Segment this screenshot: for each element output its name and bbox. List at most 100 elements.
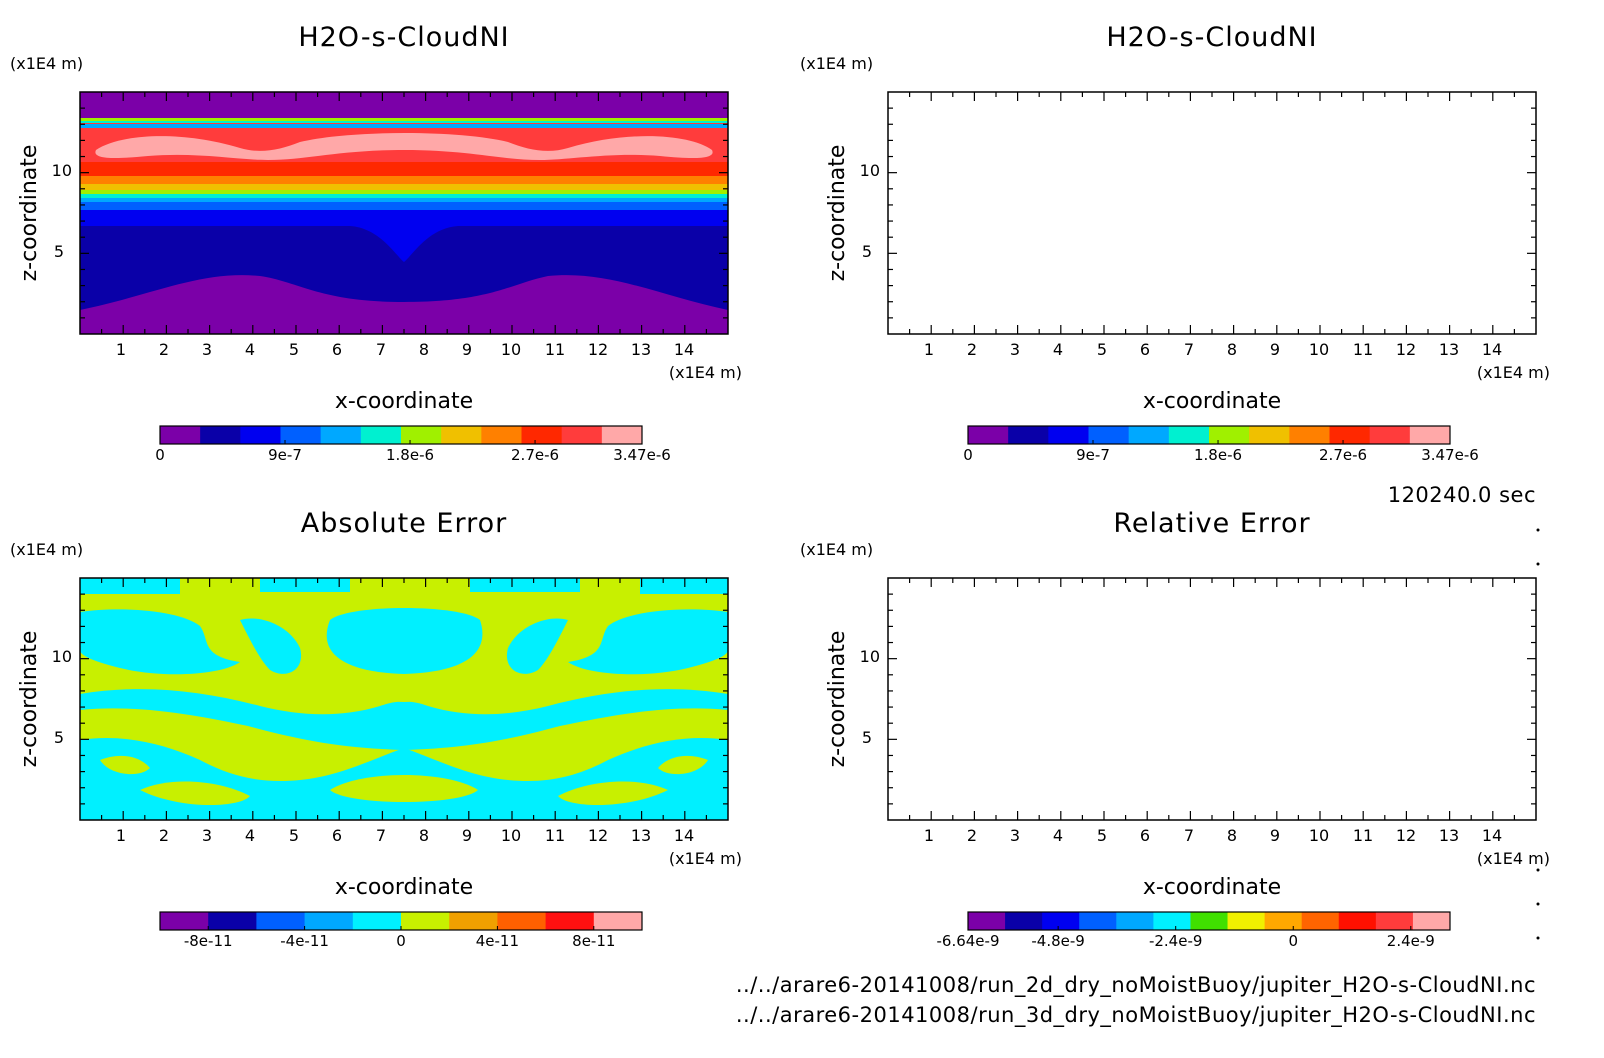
y-unit-label: (x1E4 m) (10, 54, 83, 73)
colorbar-swatch (968, 426, 1009, 444)
y-tick-label: 5 (862, 728, 872, 747)
panel-title: H2O-s-CloudNI (1106, 22, 1317, 53)
x-tick-label: 3 (202, 826, 212, 845)
x-tick-label: 5 (289, 826, 299, 845)
panel-bottom-right: Relative Error (x1E4 m) 1 2 3 4 (800, 508, 1550, 950)
x-tick-label: 2 (967, 826, 977, 845)
colorbar-swatch (1227, 912, 1266, 930)
x-tick-label: 6 (332, 826, 342, 845)
x-tick-label: 7 (1184, 826, 1194, 845)
colorbar-swatch (1329, 426, 1371, 444)
y-tick-label: 5 (54, 728, 64, 747)
x-axis-label: x-coordinate (1143, 875, 1281, 900)
x-tick-label: 4 (1053, 826, 1063, 845)
colorbar-tick-label: 3.47e-6 (1421, 446, 1479, 464)
colorbar-swatch (497, 912, 547, 930)
x-tick-label: 10 (501, 826, 521, 845)
x-axis-label: x-coordinate (335, 389, 473, 414)
footer-file-path: ../../arare6-20141008/run_2d_dry_noMoist… (736, 973, 1536, 998)
colorbar-swatch (593, 912, 643, 930)
colorbar-frame (159, 425, 643, 445)
colorbar-swatch (401, 912, 450, 930)
colorbar-swatch (1249, 426, 1290, 444)
colorbar-tick-label: -4.8e-9 (1031, 932, 1084, 950)
plot-frame (887, 91, 1537, 335)
colorbar-swatch (1005, 912, 1043, 930)
colorbar-swatch (240, 426, 281, 444)
x-tick-label: 1 (924, 826, 934, 845)
colorbar-swatch (1338, 912, 1377, 930)
colorbar-frame (967, 425, 1451, 445)
y-tick-marks (888, 107, 1536, 319)
footer-file-path: ../../arare6-20141008/run_3d_dry_noMoist… (736, 1003, 1536, 1028)
colorbar-swatch (1375, 912, 1414, 930)
colorbar-swatch (481, 426, 522, 444)
y-axis-label: z-coordinate (825, 631, 850, 768)
x-tick-marks (908, 578, 1516, 820)
y-unit-label: (x1E4 m) (10, 540, 83, 559)
x-axis-label: x-coordinate (335, 875, 473, 900)
x-tick-label: 13 (631, 340, 651, 359)
colorbar-tick-label: 2.4e-9 (1387, 932, 1435, 950)
colorbar-swatch (200, 426, 241, 444)
x-tick-label: 5 (289, 340, 299, 359)
colorbar-swatch (1289, 426, 1330, 444)
colorbar-tick-label: 8e-11 (572, 932, 615, 950)
x-tick-label: 11 (545, 340, 565, 359)
colorbar-tick-label: 0 (963, 446, 973, 464)
x-tick-label: 5 (1097, 340, 1107, 359)
x-tick-label: 10 (1309, 340, 1329, 359)
y-axis-label: z-coordinate (825, 145, 850, 282)
colorbar-swatch (601, 426, 643, 444)
colorbar-swatch (1153, 912, 1191, 930)
x-tick-marks (100, 92, 708, 334)
margin-dots (1536, 528, 1540, 940)
colorbar-tick-label: 9e-7 (268, 446, 302, 464)
colorbar-tick-label: -6.64e-9 (937, 932, 1000, 950)
x-tick-label: 8 (419, 340, 429, 359)
y-tick-marks (888, 593, 1536, 805)
colorbar-tick-label: -8e-11 (184, 932, 233, 950)
x-tick-label: 11 (1353, 340, 1373, 359)
colorbar-swatch (1412, 912, 1451, 930)
y-tick-marks (80, 107, 728, 319)
colorbar-swatch (1301, 912, 1340, 930)
colorbar-swatch (160, 426, 201, 444)
x-tick-label: 12 (1396, 826, 1416, 845)
colorbar-swatch (1128, 426, 1170, 444)
plot-frame (887, 577, 1537, 821)
colorbar-tick-label: 3.47e-6 (613, 446, 671, 464)
y-tick-label: 10 (52, 647, 72, 666)
colorbar-swatch (1008, 426, 1049, 444)
x-tick-label: 2 (159, 826, 169, 845)
colorbar-swatch (1168, 426, 1210, 444)
colorbar-tick-label: 2.7e-6 (1319, 446, 1367, 464)
x-tick-label: 1 (116, 340, 126, 359)
colorbar-swatch (1088, 426, 1130, 444)
colorbar-swatch (1409, 426, 1451, 444)
contour-field (888, 92, 1536, 334)
x-tick-label: 14 (674, 826, 694, 845)
x-tick-label: 7 (376, 826, 386, 845)
x-tick-label: 10 (1309, 826, 1329, 845)
y-tick-label: 5 (54, 242, 64, 261)
colorbar-swatch (1048, 426, 1089, 444)
y-axis-label: z-coordinate (17, 145, 42, 282)
x-tick-label: 3 (1010, 826, 1020, 845)
y-tick-marks (80, 593, 728, 805)
x-tick-label: 8 (1227, 340, 1237, 359)
x-tick-label: 14 (674, 340, 694, 359)
colorbar-swatch (1079, 912, 1117, 930)
contour-field (888, 578, 1536, 820)
x-tick-labels: 1 2 3 4 5 6 7 8 9 10 11 12 13 14 (116, 340, 694, 359)
colorbar-tick-label: -2.4e-9 (1149, 932, 1202, 950)
colorbar-tick-label: 9e-7 (1076, 446, 1110, 464)
contour-field (80, 92, 728, 334)
panel-top-right: H2O-s-CloudNI (x1E4 m) 1 2 3 (800, 22, 1550, 464)
colorbar-swatch (545, 912, 595, 930)
colorbar-swatch (449, 912, 498, 930)
x-tick-label: 9 (462, 340, 472, 359)
colorbar: -8e-11 -4e-11 0 4e-11 8e-11 (159, 911, 643, 950)
colorbar-frame (967, 911, 1451, 931)
